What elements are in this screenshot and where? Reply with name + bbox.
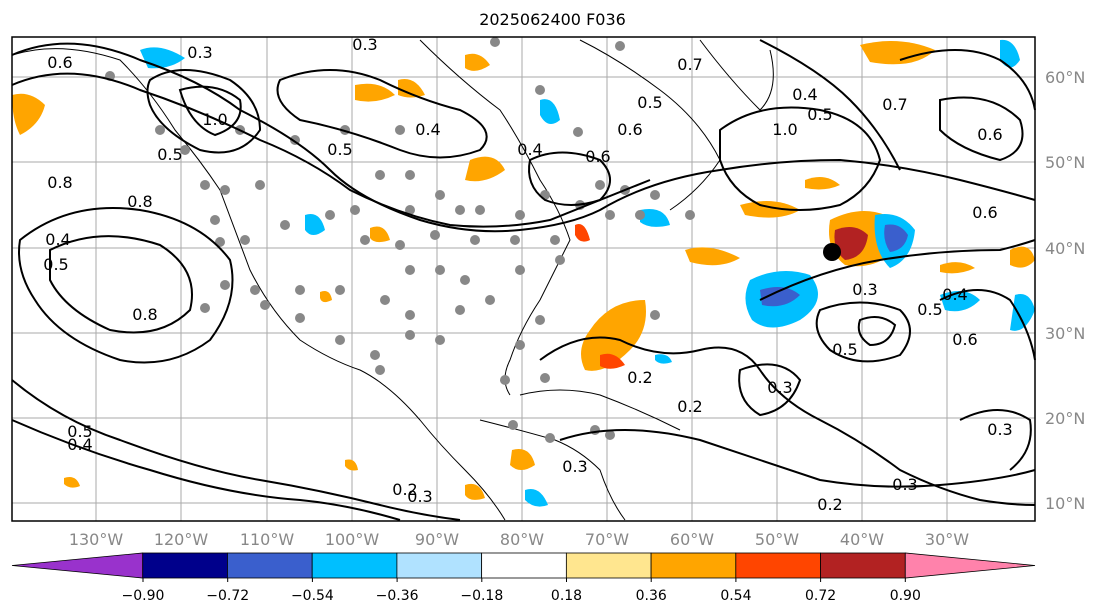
latitude-tick-label: 40°N [1045,239,1085,258]
colorbar-segment [565,552,652,579]
colorbar-tick-label: −0.90 [122,588,165,604]
longitude-tick-label: 80°W [500,530,544,549]
contour-label: 0.5 [327,140,352,159]
contour-label: 0.4 [942,285,967,304]
colorbar-segment [311,552,398,579]
contour-label: 0.6 [47,53,72,72]
contour-label: 0.2 [627,368,652,387]
latitude-tick-label: 10°N [1045,494,1085,513]
colorbar-segment [481,552,567,579]
colorbar-segment [904,552,1036,579]
contour-label: 0.2 [677,397,702,416]
contour-label: 0.5 [917,300,942,319]
contour-label: 0.6 [977,125,1002,144]
longitude-tick-label: 90°W [415,530,459,549]
contour-label: 0.4 [45,230,70,249]
contour-label: 0.6 [972,203,997,222]
contour-label: 0.6 [585,147,610,166]
coastlines [11,39,774,521]
contour-label: 0.4 [517,140,542,159]
colorbar-tick-label: 0.54 [720,588,751,604]
contour-label: 0.3 [852,280,877,299]
colorbar-tick-label: −0.36 [376,588,419,604]
longitude-tick-label: 100°W [325,530,380,549]
colorbar-segment [650,552,737,579]
colorbar-tick-label: 0.36 [636,588,667,604]
contour-lines [11,39,1036,521]
contour-label: 0.4 [415,120,440,139]
colorbar-segment [142,552,228,579]
contour-label: 0.8 [132,305,157,324]
contour-label: 0.5 [157,145,182,164]
longitude-tick-label: 30°W [925,530,969,549]
contour-label: 0.2 [817,495,842,514]
colorbar-segment [735,552,821,579]
latitude-tick-label: 20°N [1045,409,1085,428]
contour-label: 0.3 [352,35,377,54]
latitude-tick-label: 50°N [1045,153,1085,172]
colorbar-tick-label: 0.72 [805,588,836,604]
contour-label: 0.3 [407,487,432,506]
longitude-tick-label: 50°W [755,530,799,549]
contour-label: 0.5 [807,105,832,124]
colorbar-segment [227,552,313,579]
contour-label: 0.4 [67,435,92,454]
contour-label: 0.5 [832,340,857,359]
colorbar-tick-label: 0.18 [551,588,582,604]
contour-label: 0.4 [792,85,817,104]
colorbar-segment [11,552,144,579]
longitude-tick-label: 110°W [240,530,295,549]
contour-label: 0.8 [127,192,152,211]
longitude-tick-label: 70°W [585,530,629,549]
contour-label: 1.0 [202,110,227,129]
contour-label: 0.3 [187,43,212,62]
latitude-tick-label: 30°N [1045,324,1085,343]
map-background [12,37,1035,521]
contour-labels: 0.30.30.6 0.70.50.60.40.50.50.80.80.40.51… [43,35,1012,514]
contour-label: 0.3 [892,475,917,494]
contour-label: 0.6 [617,120,642,139]
colorbar-tick-label: −0.18 [460,588,503,604]
colorbar-tick-label: −0.72 [206,588,249,604]
contour-label: 0.2 [392,480,417,499]
contour-label: 0.7 [882,95,907,114]
longitude-labels: 130°W 120°W 110°W 100°W 90°W 80°W 70°W 60°W 50°W… [69,530,969,549]
colorbar-segment [396,552,483,579]
contour-label: 0.3 [987,420,1012,439]
contour-label: 0.6 [952,330,977,349]
longitude-tick-label: 40°W [840,530,884,549]
contour-label: 0.3 [767,378,792,397]
colorbar [11,552,1036,579]
longitude-tick-label: 60°W [670,530,714,549]
longitude-tick-label: 130°W [69,530,124,549]
contour-label: 0.3 [562,457,587,476]
contour-label: 1.0 [772,120,797,139]
map-frame [11,36,1036,522]
latitude-labels: 60°N 50°N 40°N 30°N 20°N 10°N [1045,68,1085,513]
colorbar-tick-label: −0.54 [291,588,334,604]
station-dots [105,37,695,443]
colorbar-segment [820,552,906,579]
colorbar-tick-labels: −0.90 −0.72 −0.54 −0.36 −0.18 0.18 0.36 0.54 0.7… [122,578,921,604]
contour-label: 0.8 [47,173,72,192]
latitude-tick-label: 60°N [1045,68,1085,87]
longitude-tick-label: 120°W [154,530,209,549]
contour-label: 0.5 [637,93,662,112]
map-title: 2025062400 F036 [479,10,626,29]
contour-label: 0.5 [67,422,92,441]
contour-label: 0.5 [43,255,68,274]
colorbar-tick-label: 0.90 [890,588,921,604]
contour-label: 0.7 [677,55,702,74]
